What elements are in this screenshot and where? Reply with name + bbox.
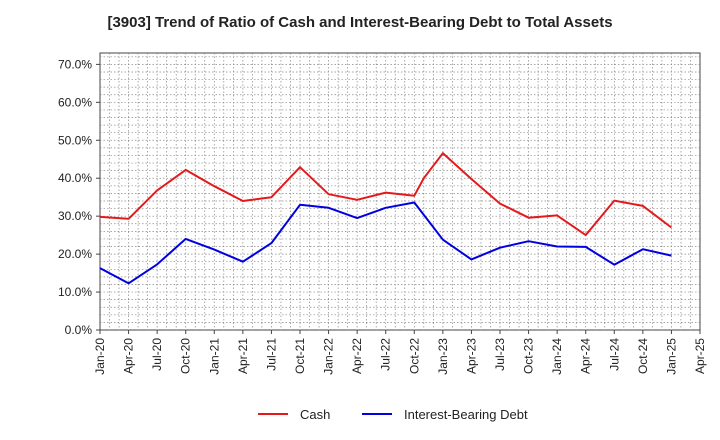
chart-title: [3903] Trend of Ratio of Cash and Intere… [107,14,613,31]
x-tick-label: Apr-24 [579,338,593,374]
x-tick-label: Oct-23 [522,338,536,374]
x-tick-label: Jul-23 [493,338,507,371]
x-tick-label: Jan-21 [207,338,221,375]
x-tick-label: Oct-21 [293,338,307,374]
y-tick-label: 60.0% [58,95,92,109]
y-tick-label: 40.0% [58,171,92,185]
x-tick-label: Apr-23 [464,338,478,374]
x-tick-label: Jan-25 [664,338,678,375]
legend-label-cash: Cash [300,407,330,422]
y-tick-label: 0.0% [65,323,93,337]
y-tick-label: 20.0% [58,247,92,261]
x-tick-label: Jan-24 [550,338,564,375]
y-tick-label: 70.0% [58,57,92,71]
x-tick-label: Apr-20 [122,338,136,374]
x-tick-label: Jul-21 [264,338,278,371]
y-tick-label: 50.0% [58,133,92,147]
x-tick-label: Jan-20 [93,338,107,375]
y-tick-label: 10.0% [58,285,92,299]
x-tick-label: Jul-22 [379,338,393,371]
x-tick-label: Apr-22 [350,338,364,374]
plot-area [99,52,701,331]
x-tick-label: Jan-22 [322,338,336,375]
x-tick-label: Jul-24 [607,338,621,371]
x-tick-label: Jul-20 [150,338,164,371]
x-tick-label: Jan-23 [436,338,450,375]
series-line-interest-bearing-debt [99,201,672,285]
x-tick-label: Apr-21 [236,338,250,374]
x-tick-label: Oct-22 [407,338,421,374]
x-tick-label: Oct-20 [179,338,193,374]
x-tick-label: Apr-25 [693,338,707,374]
legend-label-interest-bearing-debt: Interest-Bearing Debt [404,407,528,422]
y-tick-label: 30.0% [58,209,92,223]
x-tick-label: Oct-24 [636,338,650,374]
series-line-cash [99,152,673,237]
